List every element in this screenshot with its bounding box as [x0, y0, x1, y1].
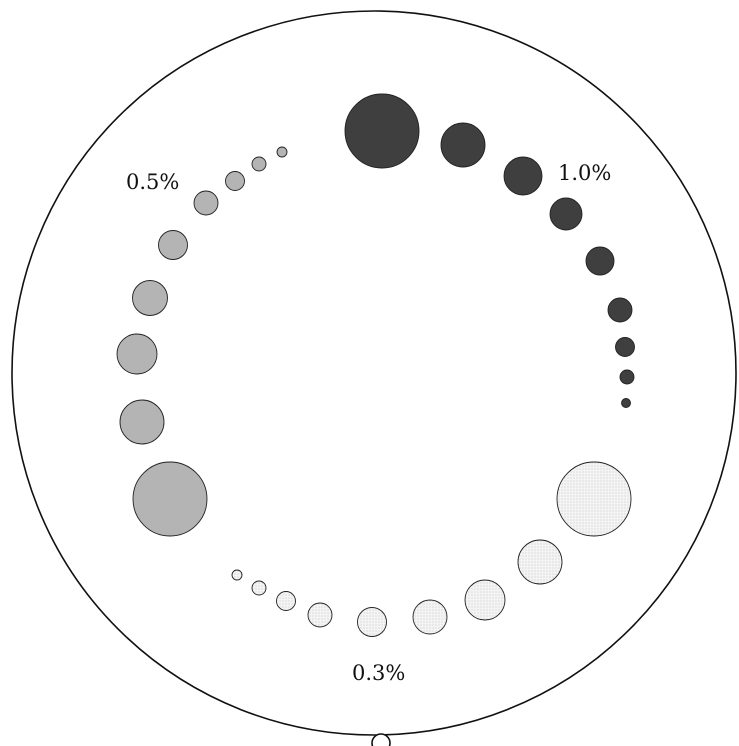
- mid-dot: [132, 280, 168, 316]
- light-dot: [231, 569, 243, 581]
- light-dot: [357, 607, 387, 637]
- dark-dot: [585, 246, 615, 276]
- dark-dot: [619, 369, 635, 385]
- label-dark-concentration: 1.0%: [558, 161, 611, 185]
- dark-dot: [621, 398, 631, 408]
- dial-notch: [371, 733, 391, 746]
- light-dot: [307, 602, 333, 628]
- label-light-concentration: 0.3%: [352, 661, 405, 685]
- dark-dot: [615, 337, 635, 357]
- dark-dot: [344, 93, 420, 169]
- light-dots-group: [231, 461, 632, 637]
- dark-dot: [549, 197, 583, 231]
- dark-dot: [503, 156, 543, 196]
- label-mid-concentration: 0.5%: [126, 170, 179, 194]
- light-dot: [251, 580, 267, 596]
- mid-dot: [276, 146, 288, 158]
- dark-dot: [440, 122, 486, 168]
- dark-dot: [607, 297, 633, 323]
- mid-dot: [132, 461, 208, 537]
- mid-dot: [158, 230, 188, 260]
- outer-circle: [11, 10, 737, 736]
- light-dot: [412, 599, 448, 635]
- dark-dots-group: [344, 93, 635, 408]
- mid-dot: [193, 190, 219, 216]
- mid-dot: [119, 399, 165, 445]
- mid-dot: [225, 171, 245, 191]
- mid-dot: [251, 156, 267, 172]
- light-dot: [517, 539, 563, 585]
- light-dot: [464, 579, 506, 621]
- light-dot: [276, 591, 296, 611]
- light-dot: [556, 461, 632, 537]
- mid-dot: [116, 333, 158, 375]
- mid-dots-group: [116, 146, 288, 537]
